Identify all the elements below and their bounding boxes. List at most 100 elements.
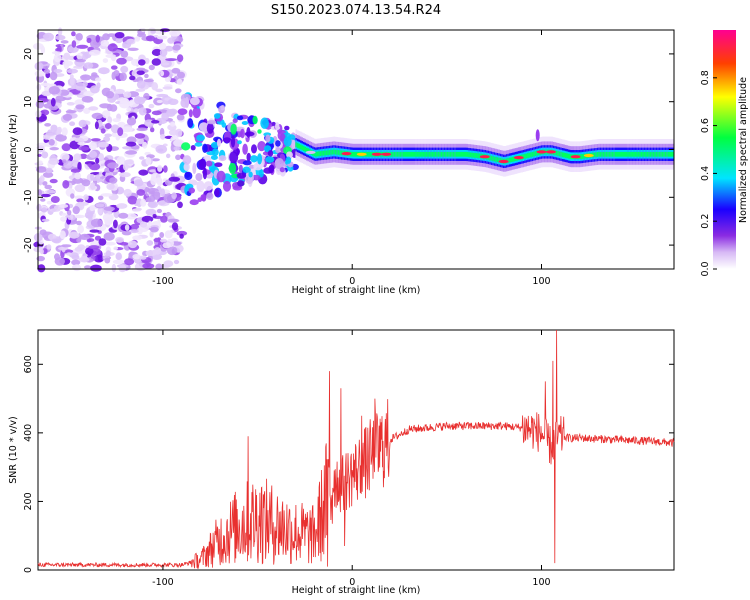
spectrogram-cell (524, 153, 526, 159)
colorbar-tick: 0.6 (700, 118, 717, 133)
spectrogram-cell (440, 151, 443, 157)
spectrogram-cell (132, 254, 141, 260)
spectrogram-cell (112, 259, 125, 265)
spectrogram-cell (316, 151, 319, 157)
spectrogram-cell (303, 146, 305, 151)
x-tick: 100 (532, 30, 551, 287)
spectrogram-cell (669, 151, 672, 157)
spectrogram-cell (45, 131, 56, 136)
spectrogram-cell (155, 144, 168, 154)
spectrogram-cell (126, 117, 137, 126)
x-tick: 0 (349, 330, 355, 588)
spectrogram-cell (133, 108, 139, 113)
spectrogram-cell (44, 189, 57, 194)
spectrogram-cell (211, 141, 219, 149)
spectrogram-cell (369, 151, 372, 157)
spectrogram-cell (173, 146, 180, 151)
spectrogram-cell (136, 127, 148, 132)
spectrogram-cell (88, 106, 99, 111)
spectrogram-cell (583, 153, 585, 159)
spectrogram-cell (159, 42, 167, 50)
spectrogram-cell (646, 151, 649, 157)
spectrogram-cell (61, 143, 71, 152)
spectrogram-cell (39, 248, 44, 255)
spectrogram-cell (123, 91, 132, 99)
spectrogram-cell (48, 158, 60, 165)
spectrogram-cell (601, 151, 604, 157)
spectrogram-cell (142, 263, 155, 269)
spectrogram-cell (223, 137, 232, 144)
colorbar: 0.0 0.2 0.4 0.6 0.8 Normalized spectral ampl… (700, 30, 749, 277)
spectrogram-cell (634, 151, 637, 157)
spectrogram-cell (390, 151, 393, 157)
spectrogram-cell (151, 58, 161, 66)
spectrogram-cell (164, 76, 171, 83)
spectrogram-cell (105, 91, 115, 99)
spectrogram-cell (45, 167, 53, 174)
spectrogram-cell (176, 78, 183, 85)
spectrogram-cell (401, 151, 404, 157)
spectrogram-cell (611, 151, 614, 157)
spectrogram-cell (498, 159, 509, 164)
spectrogram-cell (248, 164, 255, 169)
spectrogram-cell (118, 212, 129, 219)
spectrogram-cell (104, 133, 112, 138)
spectrogram-cell (135, 88, 146, 92)
spectrogram-cell (285, 156, 292, 164)
spectrogram-cell (175, 154, 181, 161)
snr-y-ticks: 0 200 400 600 (23, 355, 674, 573)
spectrogram-cell (105, 250, 111, 257)
spectrogram-cell (334, 149, 337, 155)
spectrogram-cell (107, 162, 119, 169)
spectrogram-cell (267, 150, 274, 157)
y-tick-label: 20 (23, 48, 34, 60)
spectrogram-cell (331, 149, 334, 155)
spectrogram-cell (197, 197, 203, 202)
spectrogram-cell (301, 145, 304, 151)
spectrogram-cell (114, 88, 125, 95)
spectrogram-cell (107, 33, 117, 38)
spectrogram-cell (48, 105, 59, 111)
spectrogram-cell (625, 151, 628, 157)
spectrogram-cell (59, 230, 66, 240)
spectrogram-cell (330, 149, 333, 155)
spectrogram-cell (63, 52, 71, 60)
spectrogram-cell (434, 151, 437, 157)
spectrogram-cell (50, 97, 56, 107)
spectrogram-cell (88, 245, 100, 250)
spectrogram-cell (157, 164, 163, 172)
spectrogram-cell (72, 264, 82, 272)
spectrogram-cell (624, 151, 626, 157)
spectrogram-cell (151, 48, 163, 57)
spectrogram-cell (337, 150, 340, 155)
spectrogram-cell (418, 151, 420, 157)
spectrogram-cell (74, 246, 83, 252)
spectrogram-cell (57, 27, 63, 36)
spectrogram-cell (126, 107, 132, 112)
spectrogram-cell (66, 252, 72, 256)
spectrogram-cell (69, 140, 80, 150)
spectrogram-cell (437, 151, 440, 157)
spectrogram-cell (568, 153, 570, 159)
spectrogram-cell (90, 218, 103, 228)
spectrogram-cell (283, 136, 292, 147)
spectrogram-cell (465, 151, 467, 157)
spectrogram-cell (114, 32, 125, 39)
spectrogram-cell (616, 151, 619, 157)
spectrogram-cell (139, 156, 145, 160)
spectrogram-cell (61, 127, 68, 136)
spectrogram-cell (107, 43, 118, 52)
spectrogram-cell (86, 37, 92, 44)
spectrogram-cell (188, 109, 193, 118)
spectrogram-cell (660, 151, 663, 157)
spectrogram-cell (156, 99, 163, 104)
spectrogram-cell (149, 191, 154, 195)
y-tick: 600 (23, 355, 674, 373)
spectrogram-cell (42, 181, 48, 186)
spectrogram-cell (605, 151, 608, 157)
spectrogram-cell (495, 157, 498, 162)
spectrogram-cell (580, 154, 582, 159)
spectrogram-cell (328, 150, 331, 155)
y-tick-label: 0 (23, 567, 34, 573)
spectrogram-cell (306, 147, 308, 153)
